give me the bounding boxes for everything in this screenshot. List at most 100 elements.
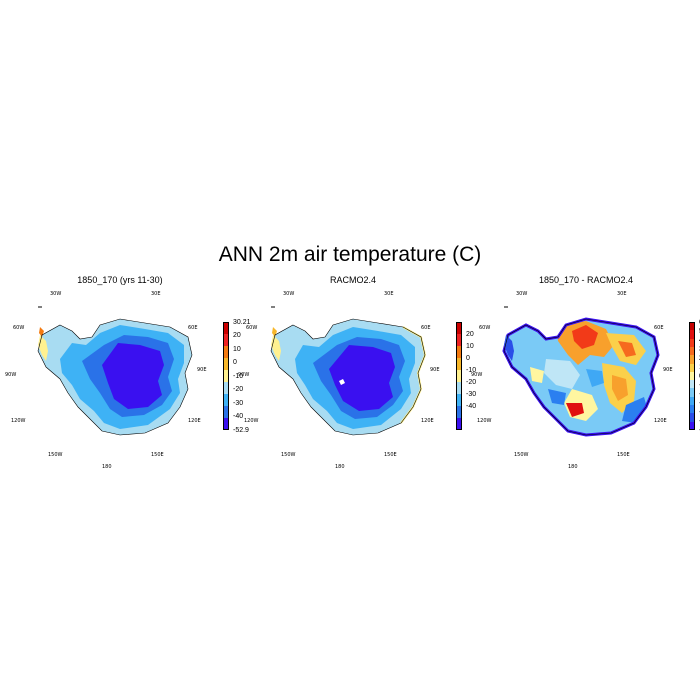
- lon-label-150w: 150W: [514, 452, 529, 458]
- antarctica-difference-map: [502, 306, 660, 437]
- map-panel-model: 1850_170 (yrs 11-30) 30W 30E 60W 60E 90W…: [5, 275, 253, 475]
- lon-label-150e: 150E: [384, 452, 397, 458]
- colorbar-segment: [689, 355, 695, 364]
- colorbar-segment: [223, 322, 229, 334]
- colorbar-segment: [456, 370, 462, 382]
- lon-label-60e: 60E: [654, 325, 664, 331]
- colorbar-segment: [689, 346, 695, 356]
- lon-label-150w: 150W: [281, 452, 296, 458]
- colorbar-segment: [456, 334, 462, 346]
- figure-title: ANN 2m air temperature (C): [218, 243, 482, 266]
- colorbar-segment: [456, 394, 462, 406]
- colorbar-segment: [456, 418, 462, 430]
- colorbar-tick-label: 20: [233, 332, 241, 339]
- ice-sheet-coldest: [329, 345, 395, 411]
- lon-label-30e: 30E: [384, 291, 394, 297]
- colorbar-tick-label: -40: [233, 413, 244, 420]
- lon-label-30e: 30E: [617, 291, 627, 297]
- colorbar-segment: [689, 322, 695, 331]
- colorbar-segment: [456, 382, 462, 394]
- antarctica-temperature-map: [37, 306, 193, 436]
- lon-label-30w: 30W: [50, 291, 62, 297]
- colorbar-segment: [689, 380, 695, 389]
- colorbar-segment: [689, 396, 695, 406]
- colorbar-segment: [689, 421, 695, 430]
- lon-label-90e: 90E: [197, 367, 207, 373]
- colorbar-racmo: 20 10 0 -10 -20 -30 -40: [456, 322, 476, 430]
- colorbar-segment: [456, 346, 462, 358]
- colorbar-segment: [689, 405, 695, 414]
- panel-title: 1850_170 (yrs 11-30): [77, 275, 163, 285]
- colorbar-segment: [223, 346, 229, 358]
- lon-label-90w: 90W: [5, 372, 17, 378]
- lon-label-150w: 150W: [48, 452, 63, 458]
- colorbar-tick-label: -30: [466, 390, 477, 398]
- lon-label-150e: 150E: [617, 452, 630, 458]
- colorbar-tick-label: 30.21: [233, 318, 251, 326]
- colorbar-tick-label: 10: [466, 342, 474, 350]
- colorbar-tick-label: -20: [233, 386, 244, 393]
- lon-label-90e: 90E: [430, 367, 440, 373]
- colorbar-segment: [223, 370, 229, 382]
- colorbar-segment: [456, 358, 462, 370]
- colorbar-segment: [223, 418, 229, 430]
- antarctica-temperature-map: [270, 306, 427, 436]
- lon-label-30w: 30W: [516, 291, 528, 297]
- lon-label-60e: 60E: [421, 325, 431, 331]
- lon-label-180: 180: [335, 464, 345, 470]
- lon-label-120w: 120W: [11, 418, 26, 424]
- lon-label-120e: 120E: [654, 418, 667, 424]
- colorbar-segment: [223, 382, 229, 394]
- warm-spot: [339, 379, 345, 385]
- colorbar-tick-label: 0: [466, 354, 470, 362]
- colorbar-segment: [689, 363, 695, 372]
- coastline: [37, 318, 193, 436]
- colorbar-tick-label: -10: [233, 372, 244, 380]
- lon-label-30e: 30E: [151, 291, 161, 297]
- colorbar-tick-label: -52.9: [233, 426, 249, 434]
- lon-label-60e: 60E: [188, 325, 198, 331]
- colorbar-segment: [456, 322, 462, 334]
- lon-label-60w: 60W: [479, 325, 491, 331]
- lon-label-60w: 60W: [246, 325, 258, 331]
- colorbar-tick-label: 20: [466, 330, 474, 338]
- lon-label-120e: 120E: [421, 418, 434, 424]
- colorbar-segment: [223, 406, 229, 418]
- colorbar-difference: 6.27543210-1-2-3-4-5-13.01: [689, 319, 700, 434]
- colorbar-segment: [689, 330, 695, 339]
- colorbar-tick-label: -10: [466, 366, 477, 374]
- colorbar-segment: [689, 388, 695, 397]
- colorbar-segment: [456, 406, 462, 418]
- difference-field: [504, 319, 658, 435]
- colorbar-segment: [689, 371, 695, 381]
- colorbar-tick-label: 10: [233, 345, 241, 353]
- ice-sheet-coldest: [102, 343, 164, 409]
- coastline: [503, 318, 659, 436]
- colorbar-tick-label: -40: [466, 402, 477, 410]
- colorbar-segment: [223, 394, 229, 406]
- colorbar-segment: [223, 334, 229, 346]
- colorbar-tick-label: 0: [233, 359, 237, 366]
- colorbar-tick-label: -20: [466, 378, 477, 386]
- lon-label-180: 180: [568, 464, 578, 470]
- colorbar-model: 30.21 20 10 0 -10 -20 -30 -40 -52.9: [223, 319, 251, 434]
- lon-label-120w: 120W: [244, 418, 259, 424]
- lon-label-90w: 90W: [471, 372, 483, 378]
- map-panel-difference: 1850_170 - RACMO2.4 30W 30E 60W 60E 90W …: [471, 275, 700, 475]
- lon-label-180: 180: [102, 464, 112, 470]
- colorbar-segment: [689, 338, 695, 347]
- coastline: [270, 318, 426, 436]
- colorbar-segment: [223, 358, 229, 370]
- map-panel-racmo: RACMO2.4 30W 30E 60W 60E 90W 90E 120W 12…: [238, 275, 486, 475]
- lon-label-90w: 90W: [238, 372, 250, 378]
- lon-label-60w: 60W: [13, 325, 25, 331]
- lon-label-120w: 120W: [477, 418, 492, 424]
- panel-title: 1850_170 - RACMO2.4: [538, 275, 634, 285]
- panel-title: RACMO2.4: [329, 275, 376, 285]
- lon-label-30w: 30W: [283, 291, 295, 297]
- colorbar-segment: [689, 413, 695, 422]
- colorbar-tick-label: -30: [233, 399, 244, 407]
- lon-label-90e: 90E: [663, 367, 673, 373]
- lon-label-150e: 150E: [151, 452, 164, 458]
- lon-label-120e: 120E: [188, 418, 201, 424]
